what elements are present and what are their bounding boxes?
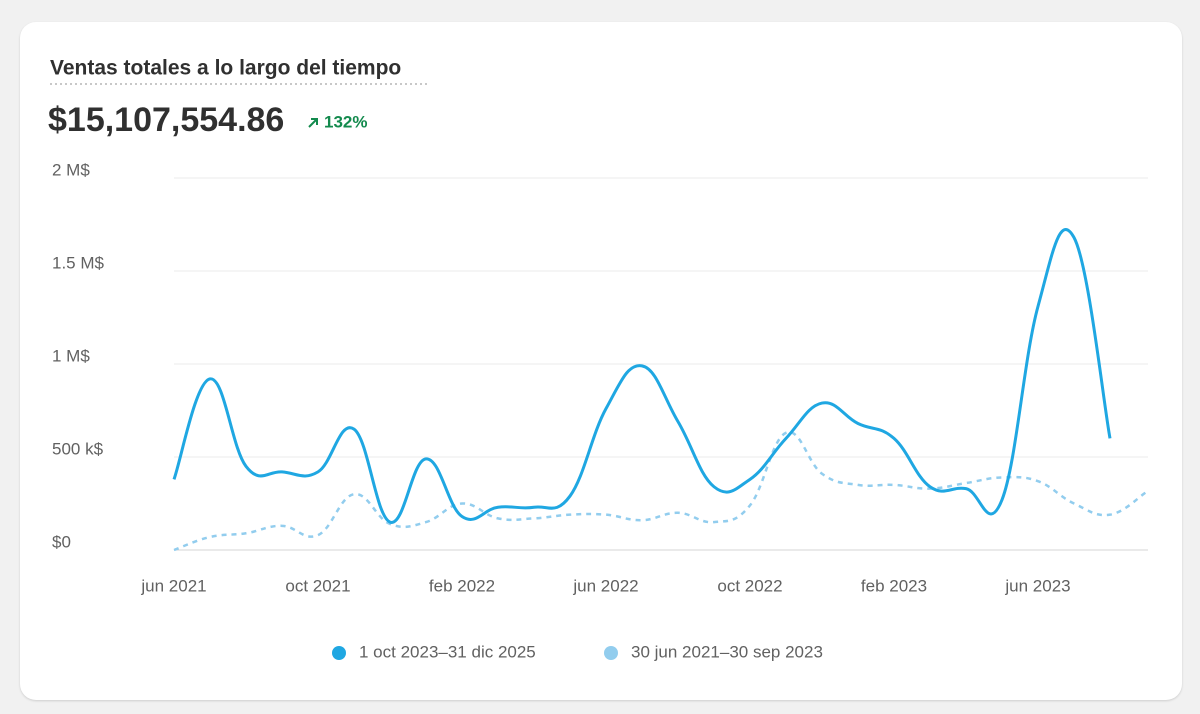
series-line bbox=[173, 430, 1147, 552]
legend-marker bbox=[604, 646, 618, 660]
y-tick-label: $0 bbox=[52, 532, 71, 551]
y-tick-label: 1 M$ bbox=[52, 346, 90, 365]
x-tick-label: jun 2022 bbox=[572, 576, 638, 595]
x-tick-label: feb 2023 bbox=[861, 576, 927, 595]
card bbox=[20, 22, 1182, 700]
legend-label[interactable]: 1 oct 2023–31 dic 2025 bbox=[359, 642, 536, 661]
y-tick-label: 1.5 M$ bbox=[52, 253, 105, 272]
series-line bbox=[172, 228, 1112, 524]
x-tick-label: oct 2022 bbox=[717, 576, 782, 595]
chart-title[interactable]: Ventas totales a lo largo del tiempo bbox=[50, 57, 401, 80]
y-tick-label: 2 M$ bbox=[52, 160, 90, 179]
x-tick-label: jun 2021 bbox=[140, 576, 206, 595]
change-arrow bbox=[308, 118, 318, 128]
x-tick-label: jun 2023 bbox=[1004, 576, 1070, 595]
legend-label[interactable]: 30 jun 2021–30 sep 2023 bbox=[631, 642, 823, 661]
total-value: $15,107,554.86 bbox=[48, 101, 284, 139]
change-percent: 132% bbox=[324, 112, 367, 131]
x-tick-label: oct 2021 bbox=[285, 576, 350, 595]
legend-marker bbox=[332, 646, 346, 660]
x-tick-label: feb 2022 bbox=[429, 576, 495, 595]
y-tick-label: 500 k$ bbox=[52, 439, 104, 458]
